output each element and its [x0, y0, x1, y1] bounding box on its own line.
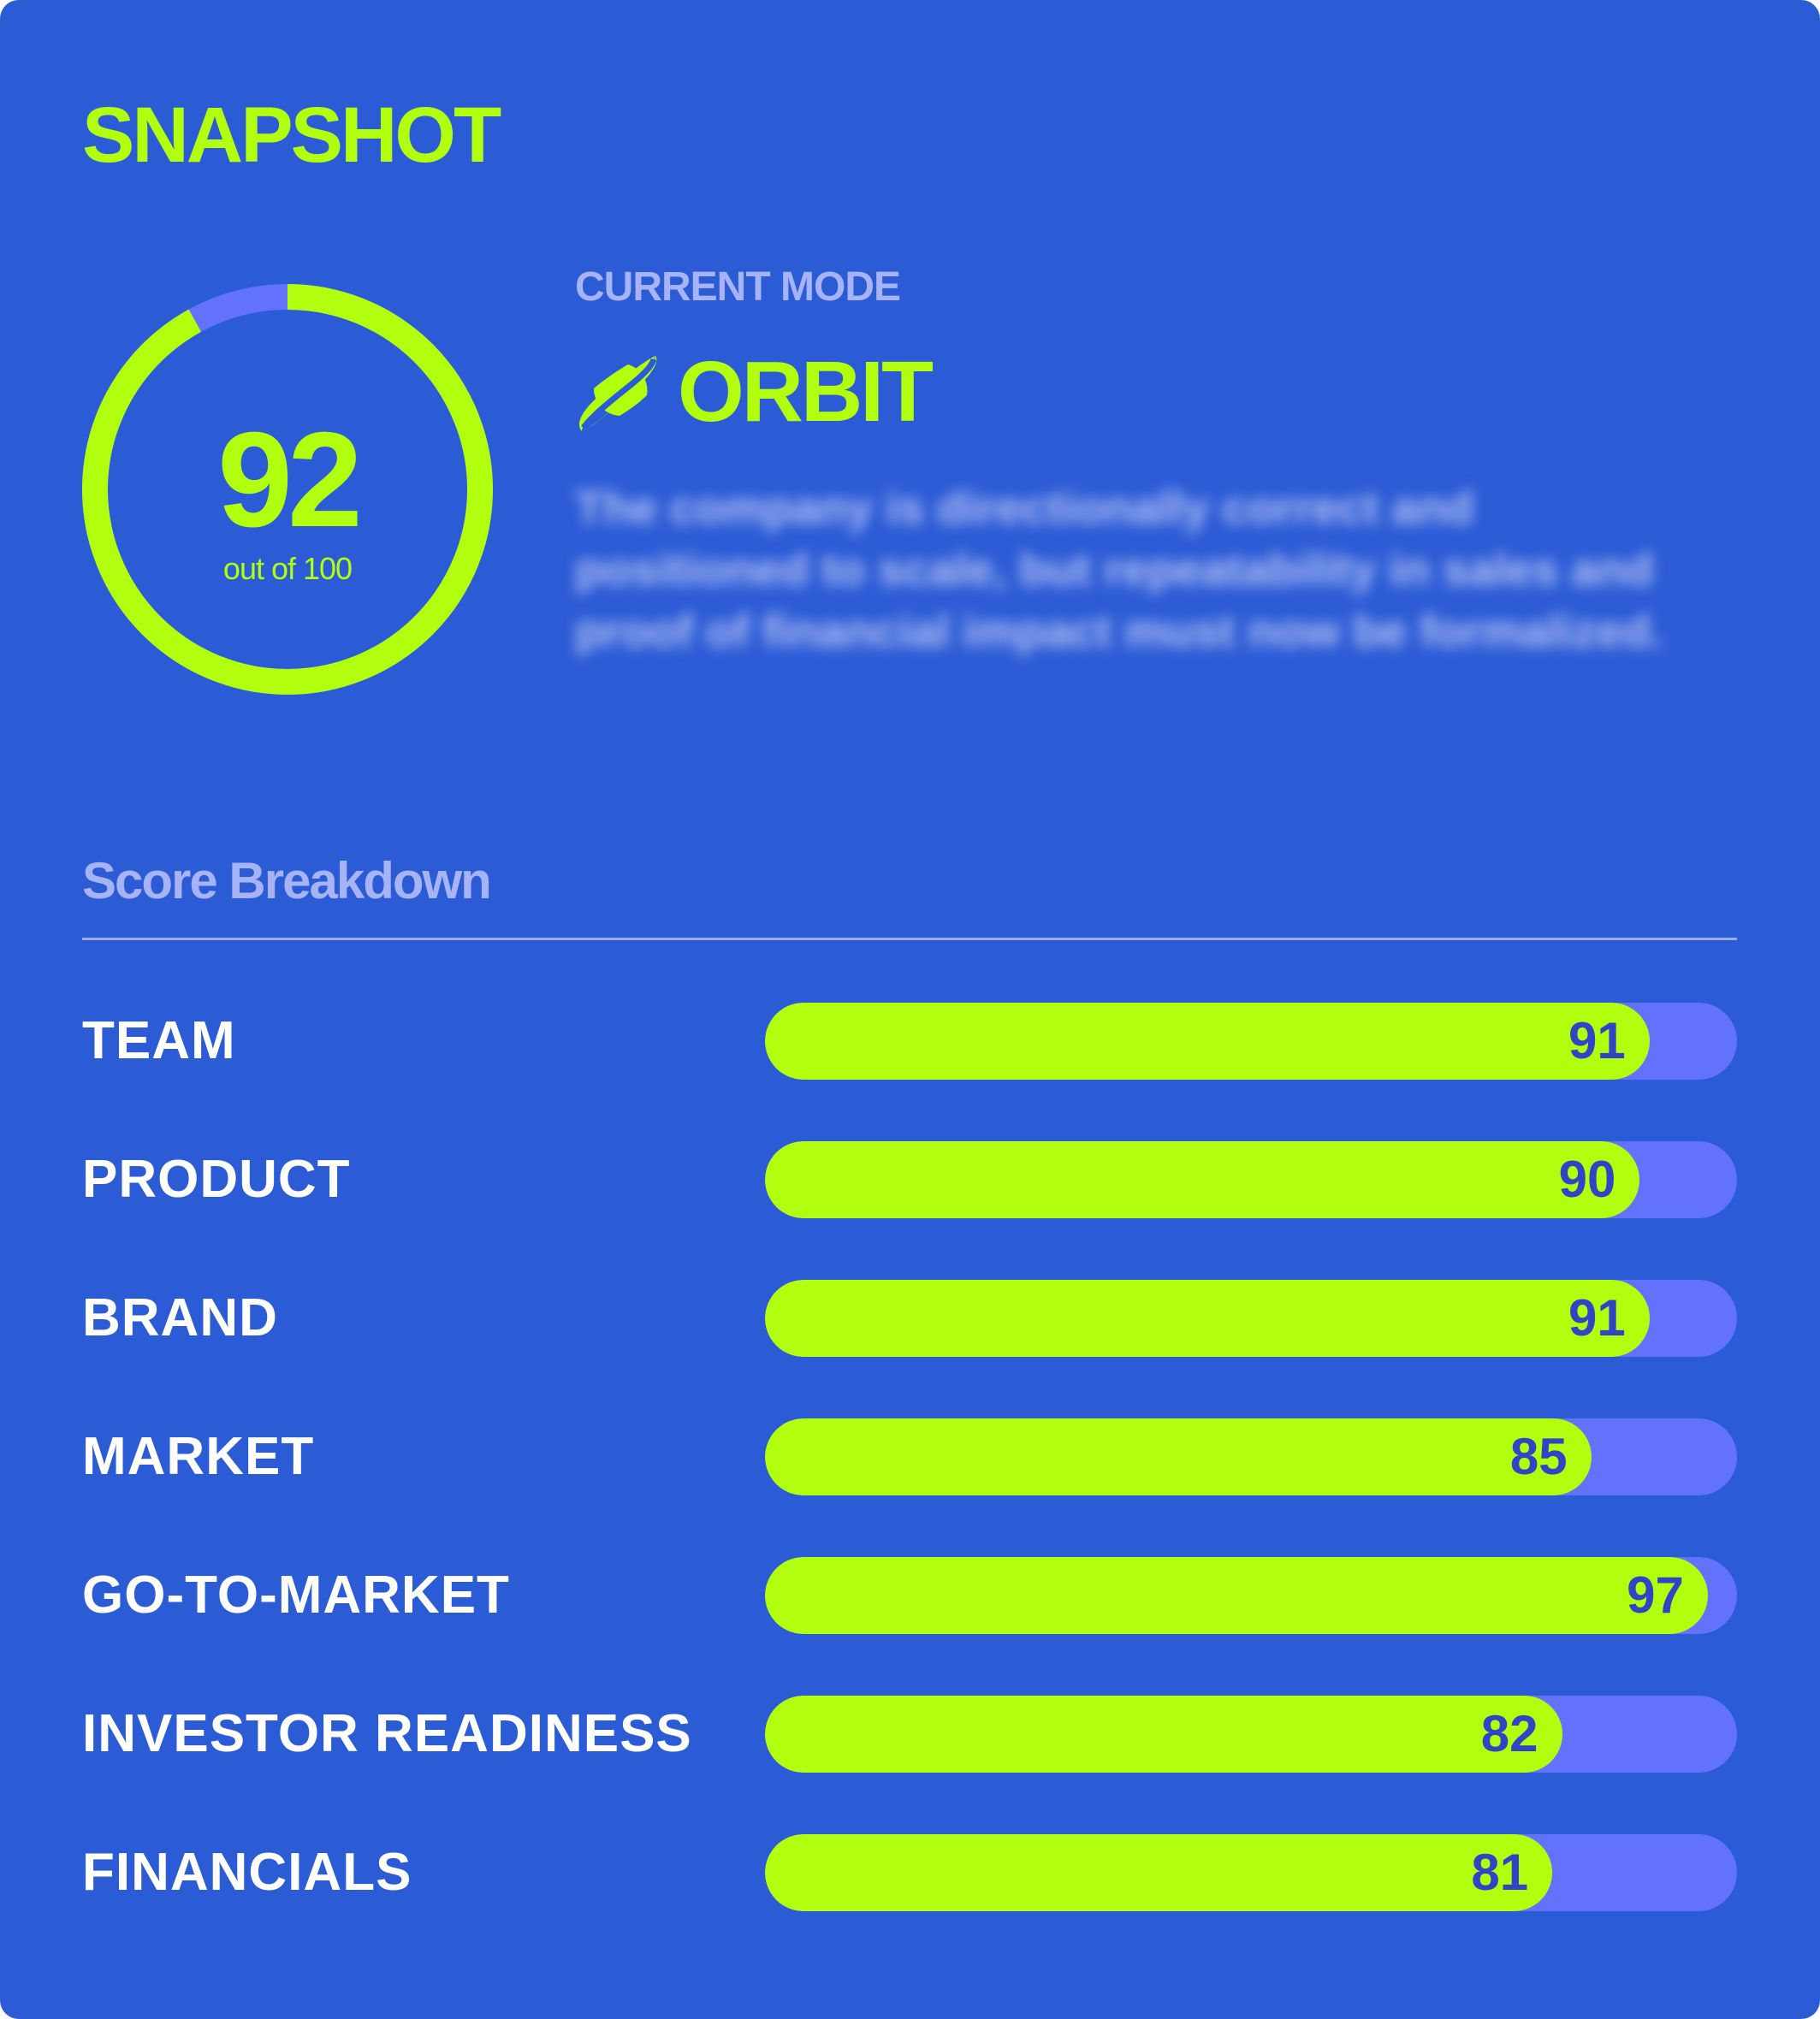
- score-ring: [82, 284, 493, 695]
- score-bar-value: 90: [1558, 1151, 1616, 1208]
- breakdown-label: GO-TO-MARKET: [82, 1566, 510, 1625]
- breakdown-row-team: TEAM 91: [0, 1003, 1820, 1080]
- breakdown-row-investor-readiness: INVESTOR READINESS 82: [0, 1696, 1820, 1773]
- score-bar-value: 97: [1627, 1566, 1684, 1624]
- breakdown-label: BRAND: [82, 1288, 278, 1347]
- breakdown-row-go-to-market: GO-TO-MARKET 97: [0, 1557, 1820, 1634]
- current-mode-label: CURRENT MODE: [575, 264, 901, 310]
- breakdown-label: FINANCIALS: [82, 1843, 412, 1902]
- score-bar-track: 91: [765, 1003, 1737, 1080]
- breakdown-label: INVESTOR READINESS: [82, 1704, 692, 1763]
- score-bar-fill: 97: [765, 1557, 1708, 1634]
- overall-score: 92: [217, 405, 363, 555]
- current-mode: ORBIT: [575, 344, 934, 440]
- score-bar-fill: 85: [765, 1418, 1592, 1495]
- score-bar-fill: 82: [765, 1696, 1562, 1773]
- score-bar-track: 82: [765, 1696, 1737, 1773]
- score-bar-fill: 91: [765, 1280, 1650, 1357]
- score-bar-value: 82: [1480, 1705, 1538, 1762]
- score-bar-track: 91: [765, 1280, 1737, 1357]
- score-bar-fill: 90: [765, 1141, 1640, 1218]
- breakdown-row-market: MARKET 85: [0, 1418, 1820, 1495]
- score-bar-track: 85: [765, 1418, 1737, 1495]
- score-bar-fill: 91: [765, 1003, 1650, 1080]
- score-bar-value: 91: [1568, 1289, 1626, 1347]
- planet-icon: [579, 356, 657, 431]
- score-bar-value: 85: [1509, 1428, 1568, 1485]
- breakdown-label: TEAM: [82, 1011, 236, 1070]
- breakdown-row-brand: BRAND 91: [0, 1280, 1820, 1357]
- score-ring-progress: [82, 284, 493, 695]
- snapshot-title: SNAPSHOT: [82, 92, 501, 179]
- overall-score-subtitle: out of 100: [222, 551, 353, 586]
- score-breakdown-heading: Score Breakdown: [82, 852, 492, 909]
- score-bar-track: 90: [765, 1141, 1737, 1218]
- score-bar-value: 91: [1568, 1012, 1626, 1069]
- score-gauge: 92 out of 100: [82, 284, 493, 695]
- breakdown-label: PRODUCT: [82, 1150, 351, 1209]
- breakdown-row-product: PRODUCT 90: [0, 1141, 1820, 1218]
- score-bar-track: 81: [765, 1834, 1737, 1911]
- current-mode-name: ORBIT: [678, 344, 934, 440]
- score-bar-track: 97: [765, 1557, 1737, 1634]
- current-mode-description: The company is directionally correct and…: [575, 483, 1664, 657]
- breakdown-divider: [82, 938, 1737, 940]
- score-bar-fill: 81: [765, 1834, 1553, 1911]
- score-bar-value: 81: [1471, 1844, 1529, 1901]
- breakdown-row-financials: FINANCIALS 81: [0, 1834, 1820, 1911]
- breakdown-label: MARKET: [82, 1427, 315, 1486]
